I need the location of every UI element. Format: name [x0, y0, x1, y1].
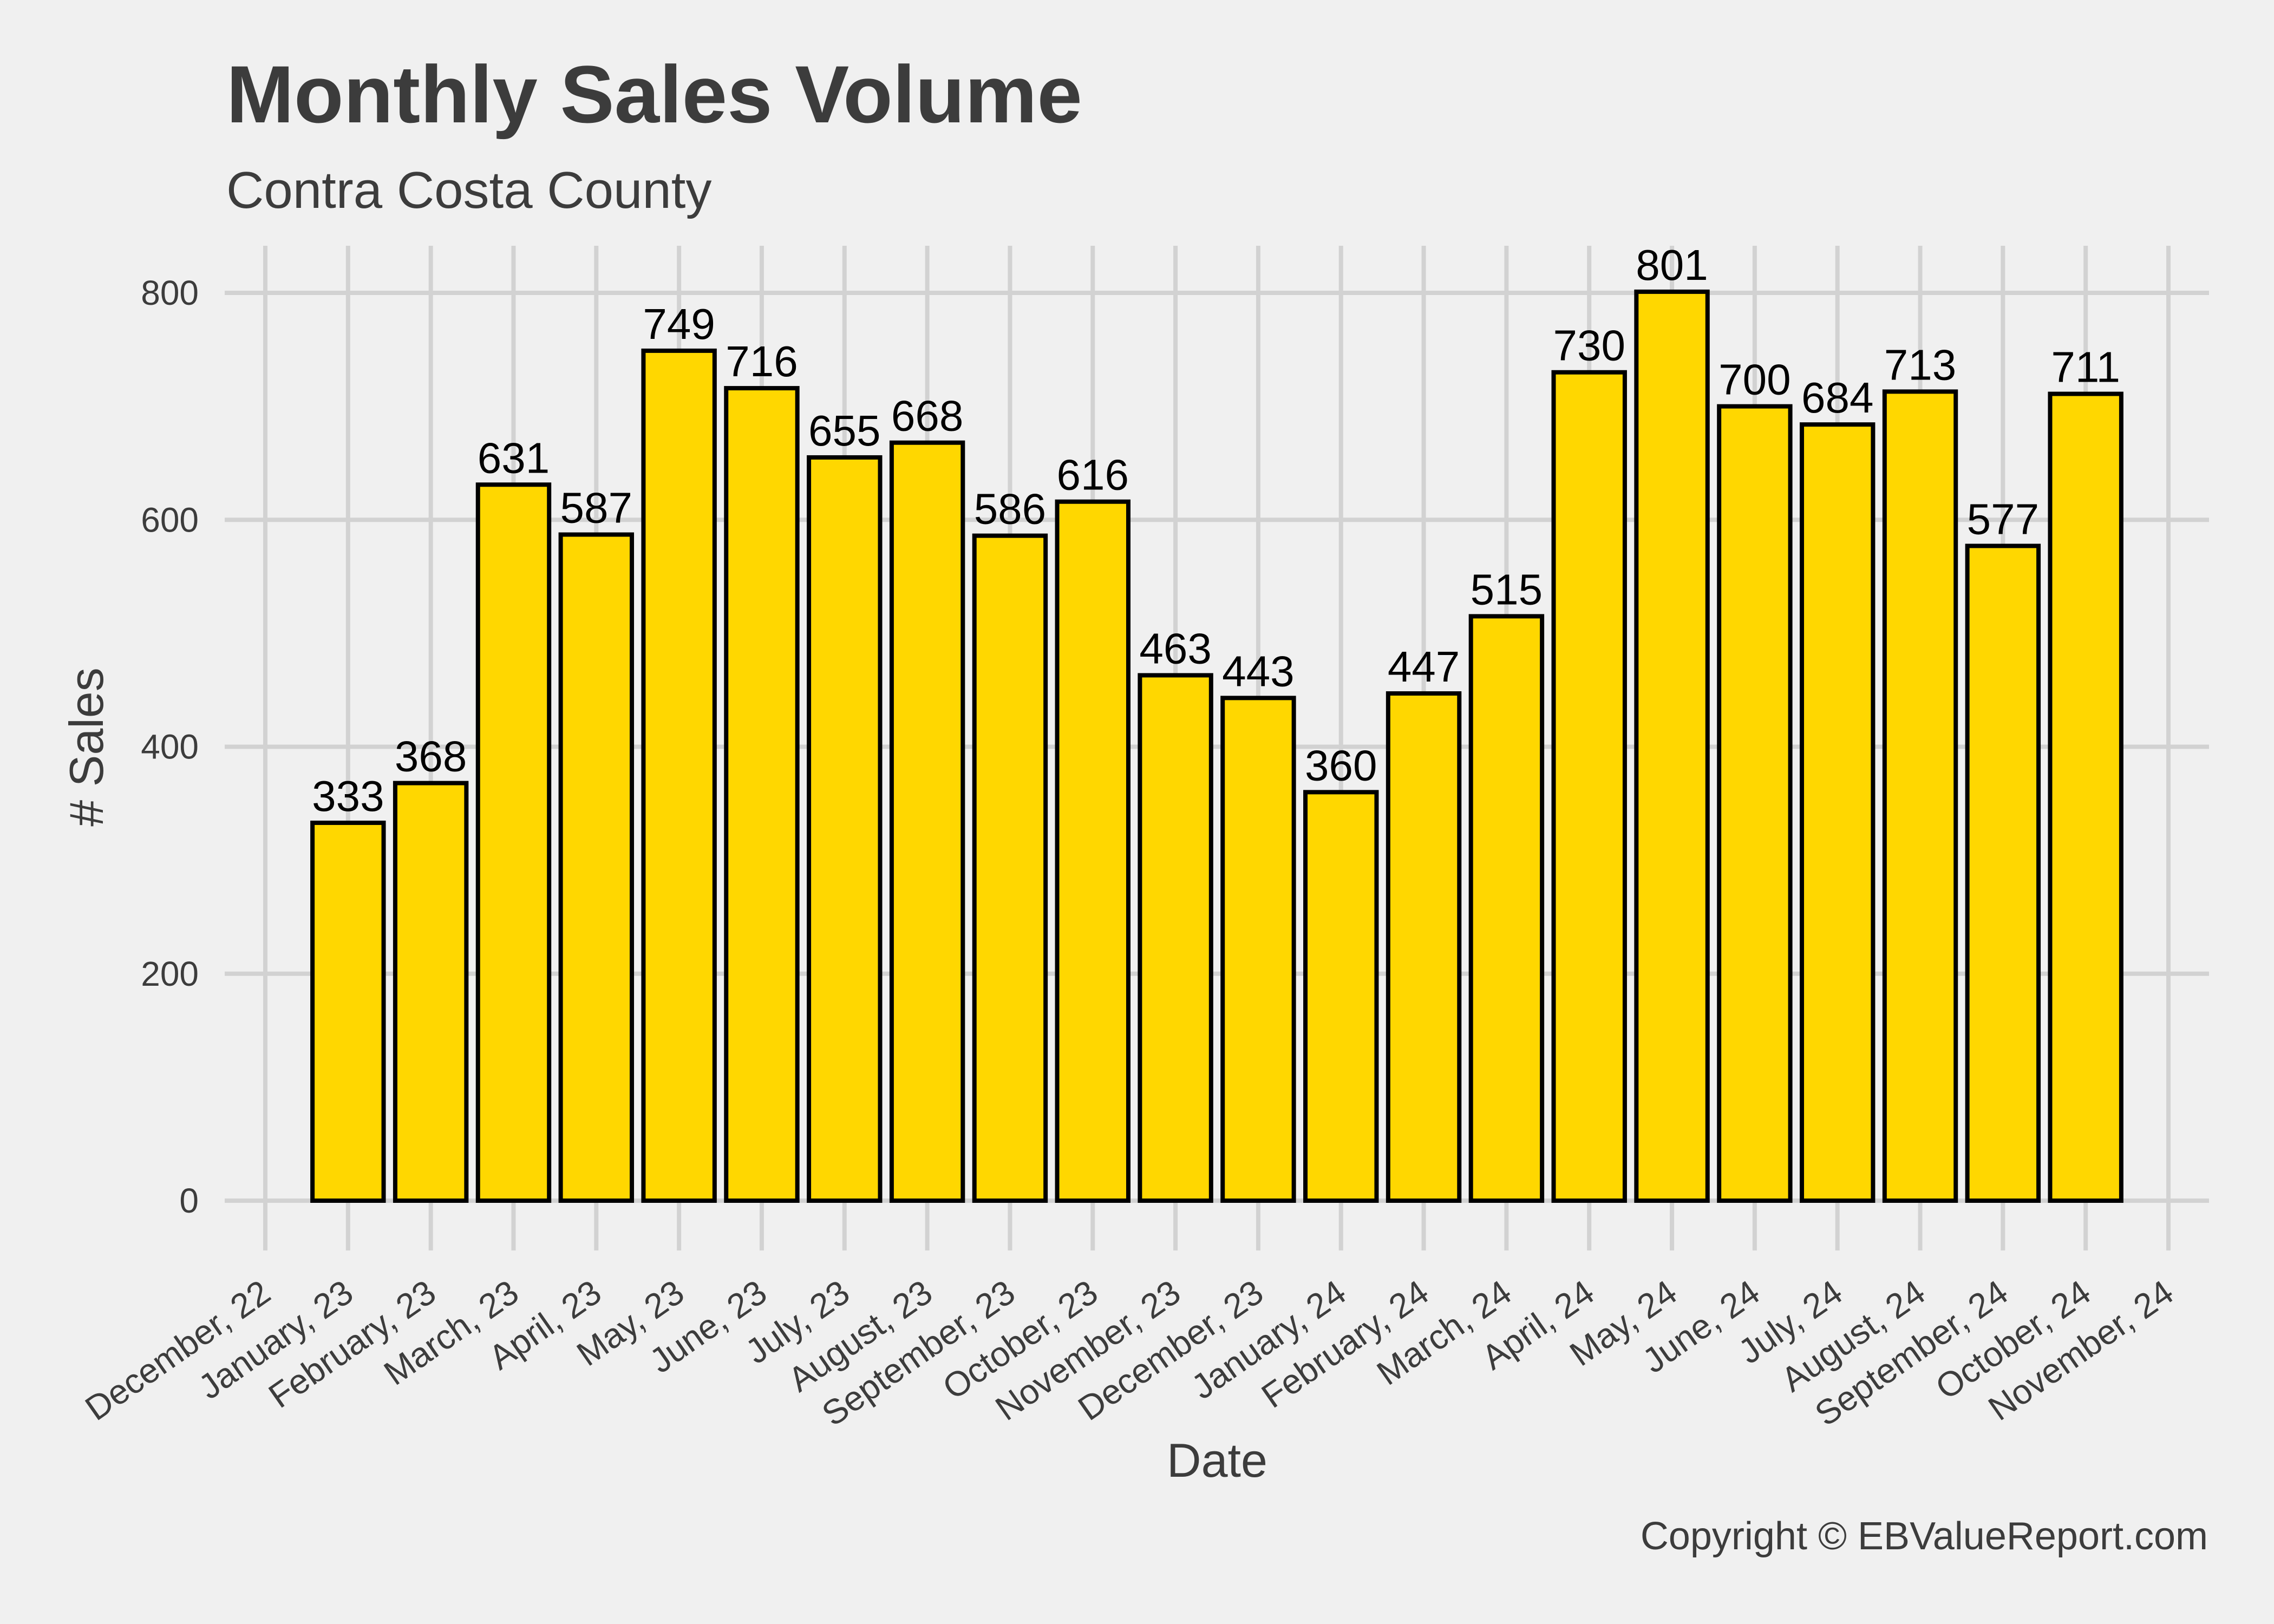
- bar: [475, 482, 552, 1203]
- chart-title: Monthly Sales Volume: [226, 49, 1082, 140]
- bar-value-label: 463: [1139, 624, 1211, 672]
- bar-value-label: 700: [1718, 356, 1791, 404]
- bar-value-label: 655: [808, 407, 880, 455]
- y-tick-label: 0: [179, 1181, 199, 1220]
- bar-value-label: 586: [974, 485, 1046, 533]
- copyright-caption: Copyright © EBValueReport.com: [1641, 1515, 2208, 1558]
- bar: [558, 532, 635, 1203]
- bar: [1965, 543, 2041, 1203]
- bar-value-label: 711: [2051, 343, 2120, 391]
- bar: [1799, 422, 1876, 1203]
- bar-value-label: 716: [726, 337, 798, 385]
- chart-subtitle: Contra Costa County: [226, 161, 711, 219]
- horizontal-gridlines: [225, 291, 2209, 1203]
- bar-value-label: 577: [1967, 495, 2039, 543]
- bar: [393, 781, 469, 1203]
- bar: [1303, 790, 1379, 1203]
- bar: [724, 386, 800, 1203]
- x-axis-title: Date: [1167, 1433, 1267, 1487]
- bar-value-label: 749: [643, 300, 715, 348]
- y-tick-label: 400: [141, 728, 199, 767]
- bar-value-label: 360: [1305, 741, 1377, 789]
- bar-value-label: 443: [1222, 647, 1294, 695]
- bar-value-label: 631: [478, 434, 550, 482]
- bar: [2048, 391, 2123, 1203]
- y-axis-tick-labels: 0 200 400 600 800: [141, 273, 199, 1220]
- bar-value-label: 515: [1471, 565, 1543, 613]
- bar-value-label: 368: [395, 732, 467, 781]
- y-tick-label: 200: [141, 954, 199, 993]
- bar: [1138, 673, 1213, 1203]
- bar-value-label: 713: [1884, 340, 1956, 389]
- bar: [1468, 614, 1545, 1203]
- bar-value-label: 447: [1388, 643, 1460, 691]
- bars: [310, 289, 2123, 1203]
- bar: [1717, 404, 1793, 1203]
- bar: [889, 440, 965, 1203]
- bar: [1551, 370, 1627, 1203]
- bar-value-label: 333: [312, 772, 384, 820]
- bar: [807, 455, 883, 1203]
- y-tick-label: 600: [141, 500, 199, 539]
- bar-value-label: 668: [891, 392, 963, 440]
- y-tick-label: 800: [141, 273, 199, 312]
- bar-value-label: 616: [1057, 451, 1129, 499]
- bar-value-label: 587: [560, 484, 632, 532]
- bar: [641, 348, 717, 1203]
- bar: [1220, 696, 1296, 1203]
- bar: [1882, 389, 1958, 1203]
- bar-value-label: 801: [1636, 241, 1708, 289]
- bar-value-label: 730: [1553, 322, 1625, 370]
- bar-value-label: 684: [1801, 374, 1873, 422]
- bar: [1386, 691, 1462, 1203]
- y-axis-title: # Sales: [60, 667, 113, 827]
- bar: [310, 820, 386, 1203]
- bar: [1634, 289, 1710, 1203]
- bar: [1055, 499, 1131, 1203]
- bar: [972, 533, 1048, 1203]
